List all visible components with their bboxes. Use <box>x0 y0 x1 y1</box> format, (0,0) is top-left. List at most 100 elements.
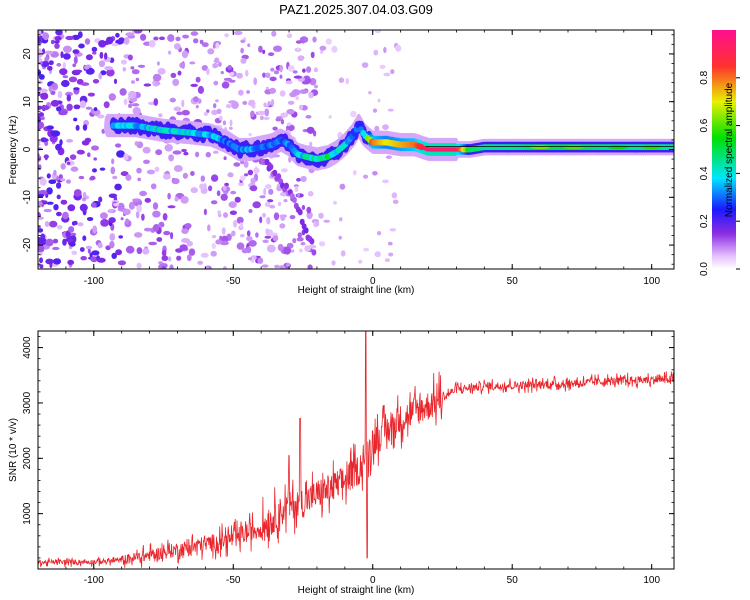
noise-speck <box>255 232 259 238</box>
noise-speck <box>211 109 218 116</box>
noise-speck <box>240 39 246 44</box>
noise-speck <box>228 201 237 209</box>
noise-speck <box>222 185 227 191</box>
noise-speck <box>373 49 379 56</box>
noise-speck <box>279 74 283 79</box>
noise-speck <box>159 36 165 41</box>
noise-speck <box>87 92 95 97</box>
noise-speck <box>350 110 357 118</box>
noise-speck <box>85 67 95 75</box>
noise-speck <box>240 58 247 64</box>
noise-speck <box>167 256 172 262</box>
noise-speck <box>99 51 104 59</box>
snr-ticks: -100 -50 0 50 100 1000 2000 3000 4000 <box>22 331 674 586</box>
noise-speck <box>201 65 208 71</box>
noise-speck <box>50 130 60 137</box>
noise-speck <box>270 99 275 107</box>
noise-speck <box>273 70 280 75</box>
y-tick-label: 1000 <box>22 502 33 525</box>
noise-speck <box>248 209 253 213</box>
noise-speck <box>82 235 87 241</box>
noise-speck <box>53 204 59 211</box>
noise-speck <box>49 220 58 228</box>
noise-speck <box>292 70 298 74</box>
noise-speck <box>274 264 280 269</box>
noise-speck <box>161 255 169 262</box>
noise-speck <box>117 202 125 211</box>
noise-speck <box>215 239 222 245</box>
noise-speck <box>66 103 73 112</box>
noise-speck <box>229 126 233 130</box>
noise-speck <box>123 98 128 106</box>
noise-speck <box>98 196 103 203</box>
noise-speck <box>173 165 183 172</box>
noise-speck <box>307 190 314 197</box>
noise-speck <box>48 60 54 66</box>
noise-speck <box>213 80 219 86</box>
noise-speck <box>56 225 63 230</box>
noise-speck <box>137 64 146 68</box>
noise-speck <box>146 169 155 175</box>
noise-speck <box>293 75 302 79</box>
noise-speck <box>120 59 127 65</box>
noise-speck <box>221 227 226 235</box>
noise-speck <box>62 238 67 246</box>
noise-speck <box>339 217 343 222</box>
noise-speck <box>247 169 254 176</box>
noise-speck <box>182 34 190 39</box>
noise-speck <box>188 248 196 256</box>
noise-speck <box>229 119 233 127</box>
noise-speck <box>316 221 320 227</box>
noise-speck <box>193 96 199 103</box>
noise-speck <box>49 134 58 143</box>
noise-speck <box>65 91 73 97</box>
noise-speck <box>80 82 90 86</box>
noise-speck <box>73 117 78 122</box>
noise-speck <box>144 227 152 232</box>
noise-speck <box>266 216 271 225</box>
noise-speck <box>259 216 263 224</box>
noise-speck <box>38 200 43 207</box>
noise-speck <box>207 48 215 55</box>
noise-speck <box>39 257 43 264</box>
noise-speck <box>211 242 216 250</box>
noise-speck <box>353 170 357 176</box>
noise-speck <box>339 183 346 190</box>
x-tick-label: 100 <box>643 276 660 287</box>
noise-speck <box>285 80 293 85</box>
noise-speck <box>230 190 237 195</box>
noise-speck <box>205 266 210 269</box>
noise-speck <box>40 238 47 246</box>
noise-speck <box>319 50 324 54</box>
y-tick-label: 2000 <box>22 447 33 470</box>
noise-speck <box>40 88 48 94</box>
noise-speck <box>67 259 75 265</box>
x-tick-label: -50 <box>226 276 241 287</box>
noise-speck <box>155 149 163 156</box>
noise-speck <box>181 148 187 153</box>
noise-speck <box>248 257 252 261</box>
noise-speck <box>96 257 106 263</box>
noise-speck <box>90 256 98 263</box>
noise-speck <box>232 220 238 228</box>
noise-speck <box>84 65 90 70</box>
noise-speck <box>68 226 75 233</box>
noise-speck <box>291 89 301 96</box>
noise-speck <box>92 168 97 173</box>
noise-speck <box>236 216 244 224</box>
branch-blob <box>311 249 317 256</box>
noise-speck <box>186 254 192 262</box>
branch-blob <box>272 169 278 177</box>
noise-speck <box>219 115 223 121</box>
ridge-highlight <box>530 145 551 150</box>
noise-speck <box>111 252 117 259</box>
noise-speck <box>53 40 60 44</box>
noise-speck <box>228 100 237 104</box>
noise-speck <box>215 99 219 103</box>
noise-speck <box>286 122 291 127</box>
noise-speck <box>73 87 80 91</box>
noise-speck <box>263 102 267 108</box>
branch-blob <box>303 227 309 234</box>
noise-speck <box>217 210 221 214</box>
